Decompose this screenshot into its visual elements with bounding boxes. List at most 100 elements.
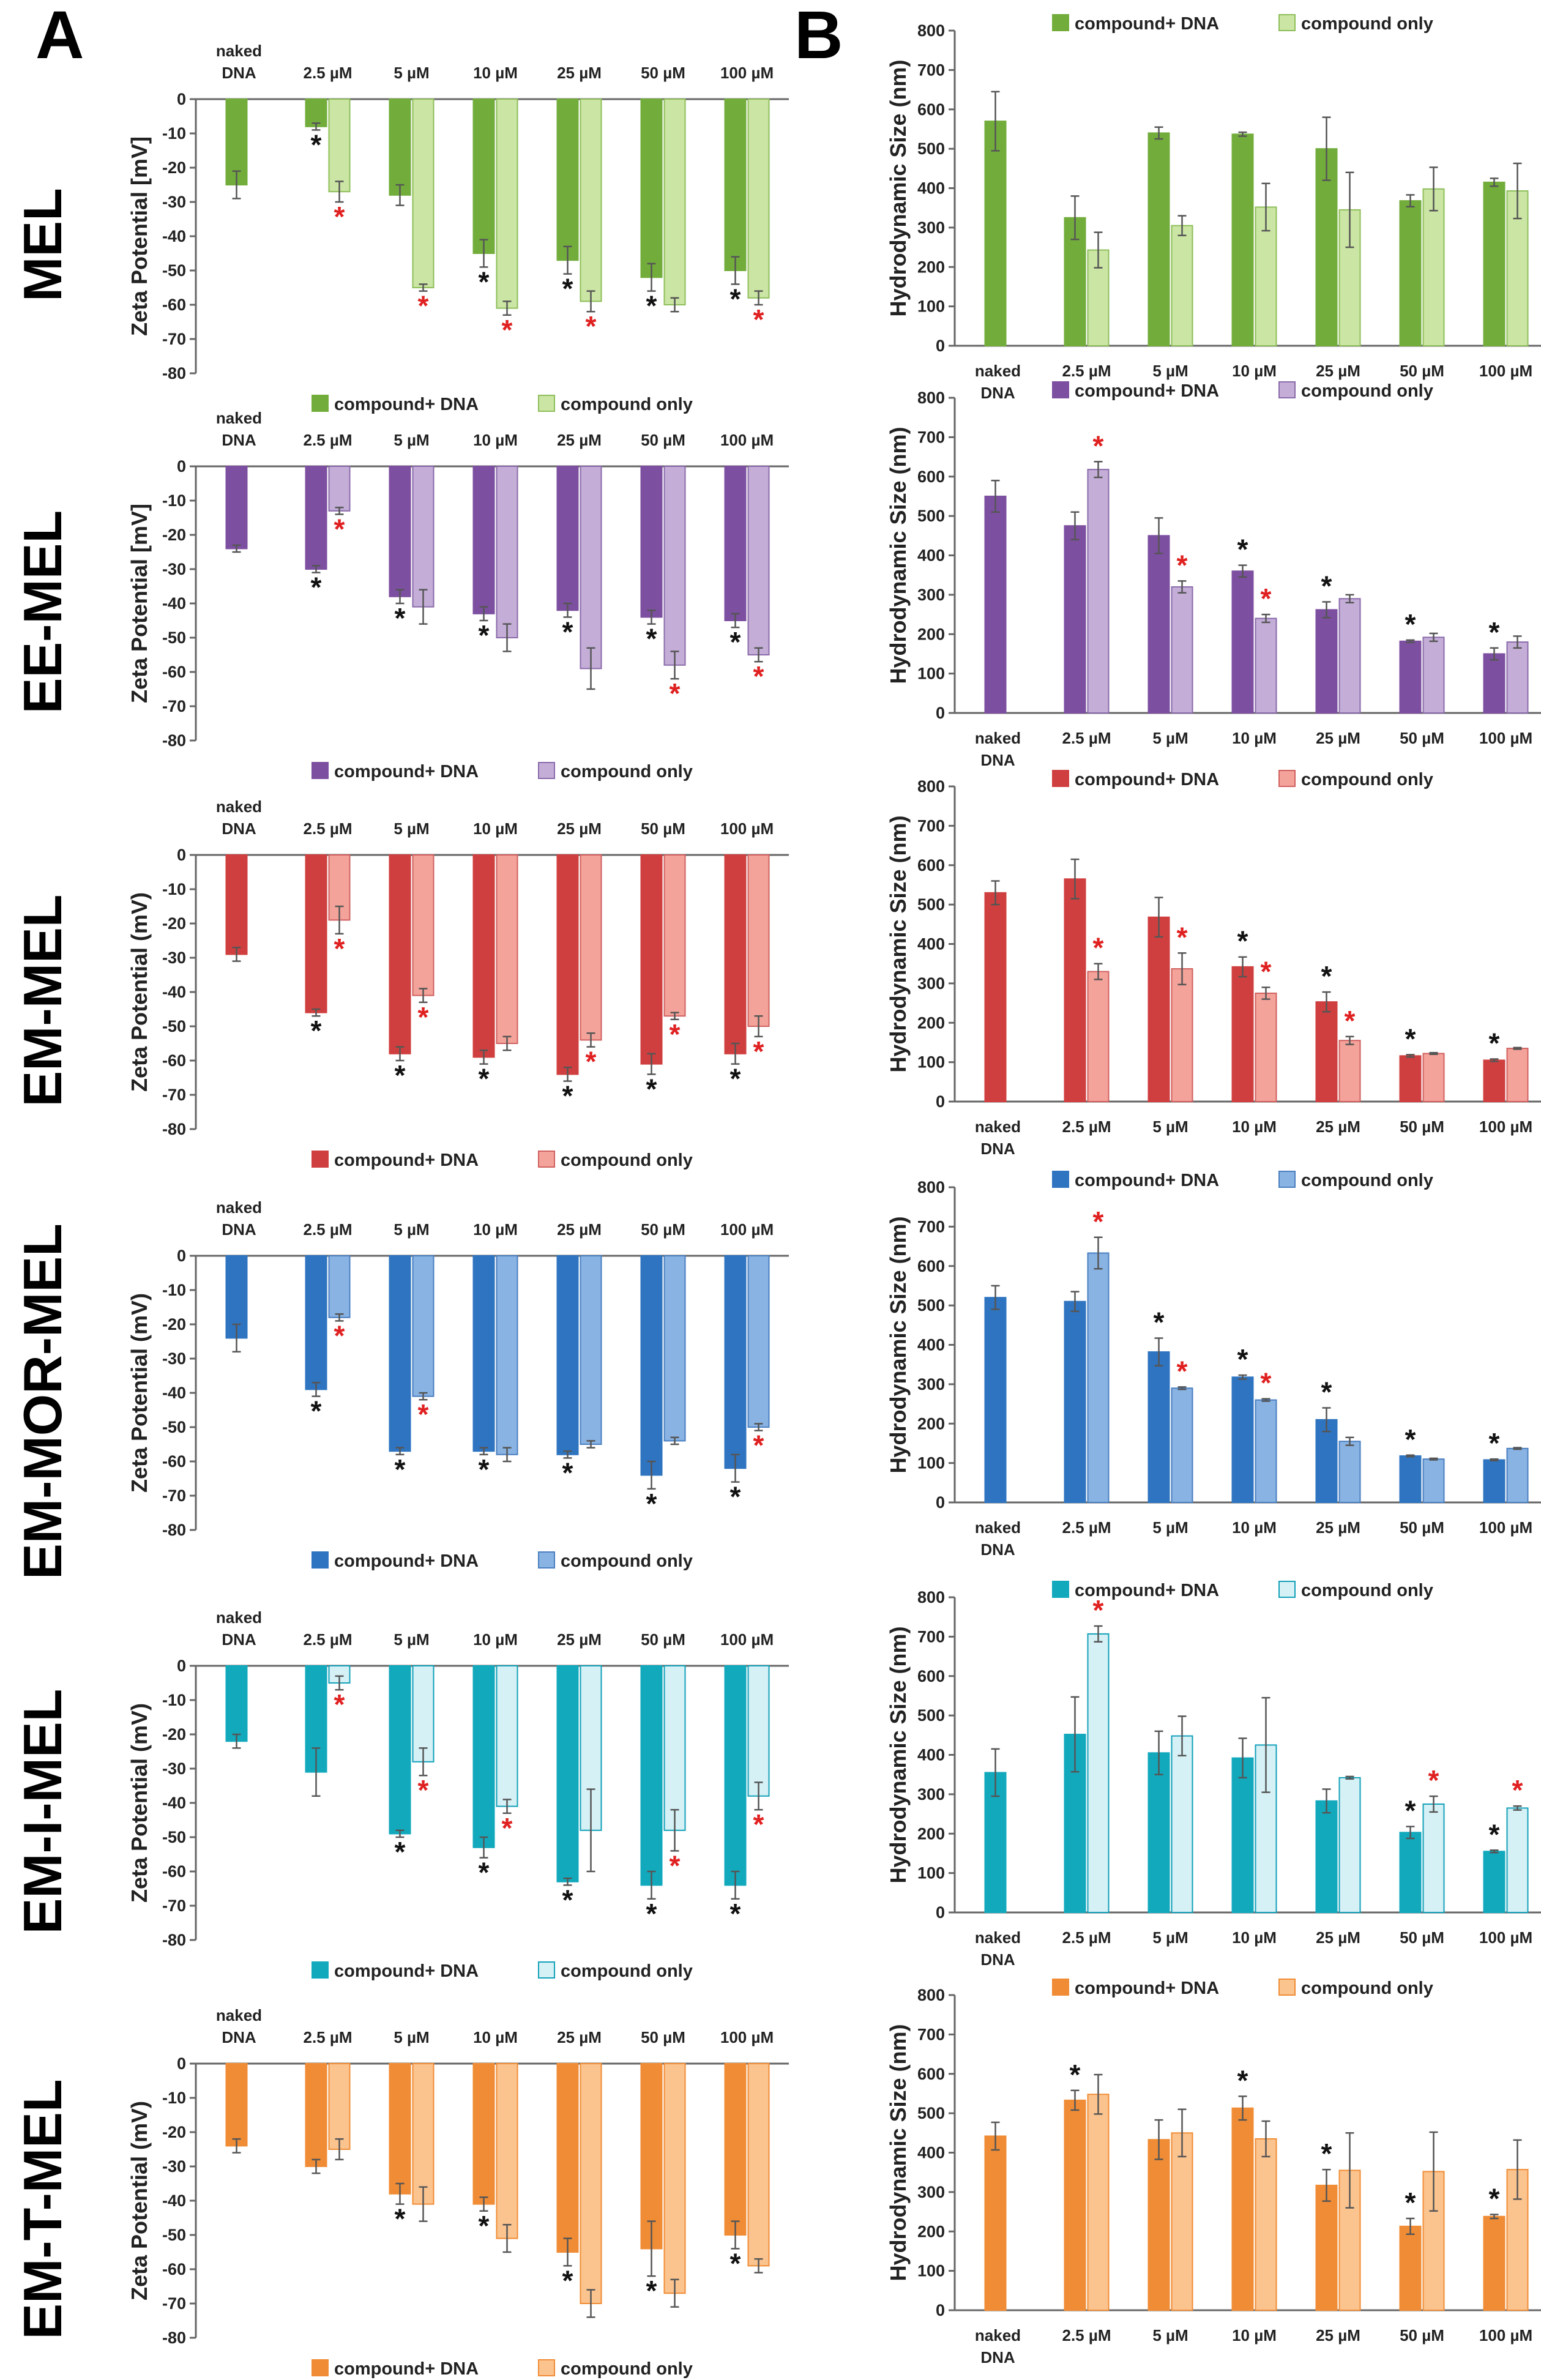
y-tick-label: -30 (162, 193, 186, 211)
significance-star: * (1093, 932, 1104, 964)
significance-star: * (753, 1430, 764, 1461)
y-tick-label: 0 (936, 704, 945, 722)
significance-star: * (418, 1774, 429, 1806)
chart-b-em-mor-mel: 0 100 200 300 400 500 600 700 800 Hydrodynamic Si… (886, 1171, 1541, 1559)
bar-compound-dna (305, 1255, 327, 1390)
y-tick-label: -30 (162, 949, 186, 967)
x-tick-label: 10 µM (473, 431, 518, 449)
y-tick-label: -70 (162, 1086, 186, 1104)
x-tick-label: 10 µM (1232, 1117, 1277, 1136)
bar-compound-only (1171, 586, 1193, 714)
significance-star: * (562, 1080, 573, 1112)
significance-star: * (1321, 1376, 1332, 1408)
x-tick-label: 25 µM (557, 64, 602, 82)
significance-star: * (311, 1015, 322, 1046)
y-tick-label: 0 (177, 1657, 186, 1675)
bar-compound-only (412, 2063, 435, 2205)
y-tick-label: -60 (162, 1051, 186, 1070)
legend-swatch-compound-only (1278, 14, 1296, 31)
y-axis-label: Zeta Potential [mV] (127, 504, 152, 703)
significance-star: * (1237, 925, 1248, 957)
x-tick-label: 5 µM (1152, 362, 1188, 380)
y-tick-label: -50 (162, 261, 186, 280)
x-tick-label: 10 µM (473, 1630, 518, 1649)
row-title-em-mel: EM-MEL (12, 894, 73, 1106)
y-tick-label: -30 (162, 1759, 186, 1778)
bar-compound-dna (556, 466, 579, 611)
bar-compound-dna (1399, 200, 1422, 346)
significance-star: * (1237, 534, 1248, 565)
significance-star: * (334, 933, 345, 964)
significance-star: * (395, 602, 406, 634)
bar-compound-dna (472, 2063, 495, 2205)
significance-star: * (479, 2210, 490, 2242)
y-tick-label: -20 (162, 159, 186, 177)
chart-a-em-mor-mel: 0 -10 -20 -30 -40 -50 -60 -70 -80 Zeta Potential … (127, 1198, 789, 1571)
x-tick-label: 25 µM (557, 1630, 602, 1649)
bar-compound-dna (1315, 1419, 1338, 1503)
legend-swatch-compound-dna (1052, 14, 1069, 31)
significance-star: * (1405, 1023, 1416, 1054)
significance-star: * (646, 1488, 657, 1520)
bar-compound-only (1255, 2138, 1277, 2311)
bar-compound-only (1087, 2094, 1110, 2311)
chart-b-ee-mel: 0 100 200 300 400 500 600 700 800 Hydrodynamic Si… (886, 381, 1541, 769)
bar-compound-dna (1231, 1757, 1254, 1913)
significance-star: * (1489, 1818, 1500, 1850)
significance-star: * (646, 623, 657, 655)
y-tick-label: -80 (162, 2329, 186, 2347)
chart-b-mel: 0 100 200 300 400 500 600 700 800 Hydrodynamic Si… (886, 14, 1541, 402)
bar-compound-only (1087, 469, 1110, 714)
significance-star: * (730, 1898, 741, 1930)
significance-star: * (753, 1035, 764, 1067)
x-tick-label-dna: DNA (980, 384, 1015, 402)
x-tick-label: 100 µM (1479, 1117, 1532, 1136)
bar-compound-dna (1064, 1300, 1086, 1503)
bar-compound-dna (1483, 181, 1506, 346)
bar-compound-dna (389, 1255, 411, 1452)
y-tick-label: 600 (917, 1667, 945, 1685)
bar-compound-dna (305, 99, 327, 127)
significance-star: * (1261, 955, 1272, 987)
bar-compound-only (1506, 1048, 1529, 1102)
bar-compound-dna (556, 99, 579, 261)
x-tick-label: 10 µM (1232, 1518, 1277, 1537)
legend-swatch-compound-dna (1052, 1979, 1069, 1996)
y-tick-label: -40 (162, 227, 186, 245)
y-tick-label: -70 (162, 697, 186, 715)
significance-star: * (479, 619, 490, 651)
bar-compound-only (663, 99, 686, 305)
x-tick-label-dna: DNA (980, 1140, 1015, 1158)
significance-star: * (562, 273, 573, 305)
bar-compound-dna (1231, 570, 1254, 714)
y-tick-label: 500 (917, 895, 945, 914)
y-tick-label: 600 (917, 1257, 945, 1275)
x-tick-label-naked: naked (216, 1608, 262, 1627)
x-tick-label: 2.5 µM (1062, 1117, 1111, 1136)
significance-star: * (1321, 2138, 1332, 2169)
significance-star: * (1321, 570, 1332, 602)
bar-compound-only (328, 2063, 351, 2150)
y-tick-label: -40 (162, 1384, 186, 1402)
y-tick-label: 300 (917, 1375, 945, 1393)
x-tick-label: 50 µM (1400, 362, 1444, 380)
y-tick-label: -80 (162, 1931, 186, 1949)
legend-label-compound-dna: compound+ DNA (334, 2359, 479, 2379)
x-tick-label-dna: DNA (222, 431, 256, 449)
row-title-em-t-mel: EM-T-MEL (12, 2079, 73, 2339)
legend-label-compound-dna: compound+ DNA (334, 395, 479, 414)
y-tick-label: -30 (162, 1349, 186, 1368)
y-axis-label: Zeta Potential (mV) (127, 1703, 152, 1903)
significance-star: * (395, 1836, 406, 1868)
x-tick-label: 25 µM (1316, 1518, 1360, 1537)
bar-compound-dna (1147, 1351, 1170, 1503)
significance-star: * (1405, 608, 1416, 640)
x-tick-label: 10 µM (473, 2028, 518, 2046)
bar-compound-dna (1231, 966, 1254, 1103)
y-tick-label: 400 (917, 935, 945, 953)
bar-compound-dna (724, 854, 747, 1054)
x-tick-label: 25 µM (1316, 2326, 1360, 2345)
bar-compound-dna (1483, 1059, 1506, 1102)
y-tick-label: -60 (162, 296, 186, 314)
significance-star: * (1237, 1343, 1248, 1375)
